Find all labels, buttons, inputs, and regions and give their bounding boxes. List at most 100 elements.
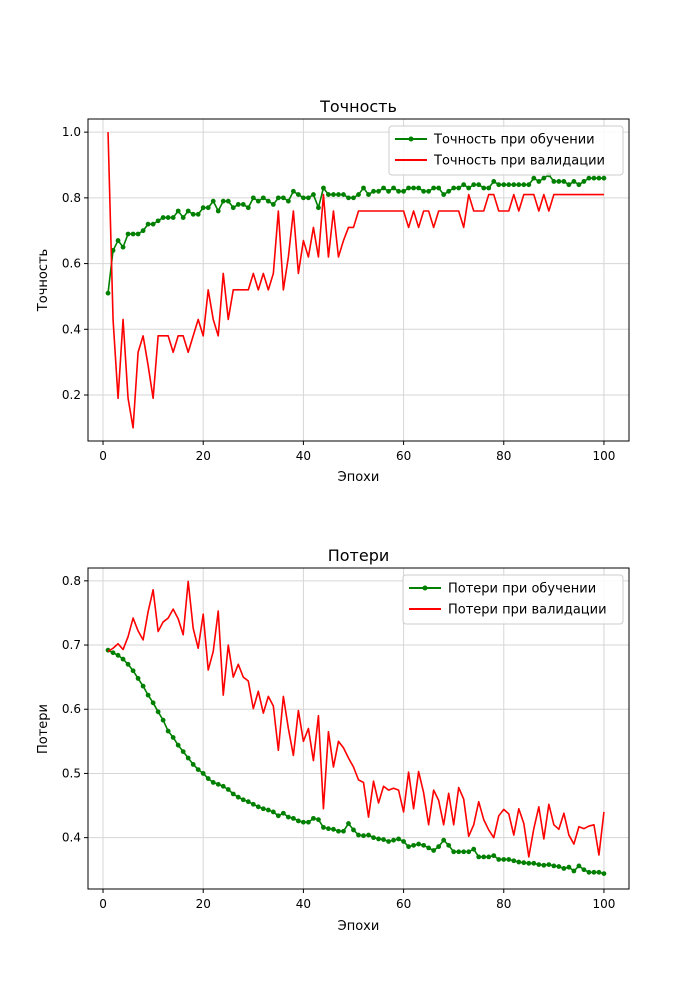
data-point xyxy=(311,192,316,197)
data-point xyxy=(536,862,542,867)
data-point xyxy=(155,709,161,715)
chart-title: Потери xyxy=(328,546,390,565)
data-point xyxy=(200,771,206,776)
data-point xyxy=(586,869,592,875)
x-tick-label: 60 xyxy=(396,449,411,463)
legend-box xyxy=(388,125,624,176)
data-point xyxy=(135,676,141,681)
data-point xyxy=(451,185,457,191)
data-point xyxy=(436,844,442,850)
data-point xyxy=(135,231,141,237)
data-point xyxy=(205,205,211,211)
chart-title: Точность xyxy=(319,97,397,116)
data-point xyxy=(441,837,447,843)
legend-train-label: Точность при обучении xyxy=(433,133,595,148)
data-point xyxy=(491,853,497,859)
x-tick-label: 20 xyxy=(196,897,211,911)
data-point xyxy=(165,728,171,734)
data-point xyxy=(346,821,351,826)
data-point xyxy=(401,839,406,844)
data-point xyxy=(195,767,201,772)
data-point xyxy=(571,868,577,874)
data-point xyxy=(245,799,251,805)
data-point xyxy=(180,749,186,755)
data-point xyxy=(466,185,472,191)
data-point xyxy=(316,205,321,211)
data-point xyxy=(351,827,356,833)
data-point xyxy=(426,845,432,851)
data-point xyxy=(210,780,216,785)
series-line-1 xyxy=(107,580,605,858)
data-point xyxy=(295,818,301,824)
data-point xyxy=(501,182,507,188)
data-point xyxy=(301,195,306,201)
data-point xyxy=(541,175,547,181)
y-tick-label: 0.6 xyxy=(62,702,81,716)
data-point xyxy=(506,857,512,862)
data-point xyxy=(456,185,462,191)
data-point xyxy=(301,819,306,825)
data-point xyxy=(285,198,291,204)
data-point xyxy=(536,179,542,184)
x-axis-label: Эпохи xyxy=(338,919,380,934)
data-point xyxy=(411,842,416,848)
data-point xyxy=(240,797,246,803)
data-point xyxy=(326,826,331,832)
data-point xyxy=(270,202,276,207)
data-point xyxy=(586,175,592,181)
data-point xyxy=(446,842,452,848)
data-point xyxy=(341,192,346,197)
data-point xyxy=(381,837,386,842)
data-point xyxy=(511,182,517,188)
data-point xyxy=(496,182,502,188)
data-point xyxy=(105,290,111,296)
data-point xyxy=(125,231,131,237)
data-point xyxy=(230,791,236,797)
y-tick-label: 0.2 xyxy=(62,388,81,402)
data-point xyxy=(581,179,587,184)
data-point xyxy=(556,179,562,184)
x-tick-label: 100 xyxy=(593,897,616,911)
data-point xyxy=(516,859,522,865)
data-point xyxy=(566,864,572,870)
data-point xyxy=(426,188,432,194)
y-axis-label: Точность xyxy=(36,249,51,312)
data-point xyxy=(361,185,366,191)
x-tick-label: 40 xyxy=(296,449,311,463)
y-tick-label: 0.8 xyxy=(62,574,81,588)
data-point xyxy=(461,182,467,188)
data-point xyxy=(596,869,602,875)
data-point xyxy=(521,182,527,188)
data-point xyxy=(466,849,472,855)
data-point xyxy=(531,860,537,866)
data-point xyxy=(481,854,487,860)
data-point xyxy=(155,218,161,224)
data-point xyxy=(170,735,176,740)
data-point xyxy=(511,858,517,864)
data-point xyxy=(406,185,411,191)
data-point xyxy=(471,846,477,852)
data-point xyxy=(115,652,121,658)
data-point xyxy=(295,192,301,197)
data-point xyxy=(260,806,266,812)
series-line-0 xyxy=(107,649,605,875)
legend-train-marker xyxy=(408,136,414,142)
series-line-0 xyxy=(107,174,604,294)
data-point xyxy=(321,824,326,830)
data-point xyxy=(391,837,396,843)
data-point xyxy=(265,807,271,813)
legend: Точность при обучении Точность при валид… xyxy=(388,125,624,176)
data-point xyxy=(431,185,437,191)
data-point xyxy=(416,185,422,191)
legend-val-label: Потери при валидации xyxy=(448,603,607,618)
data-point xyxy=(255,804,261,810)
data-point xyxy=(461,849,467,855)
data-point xyxy=(386,188,391,194)
data-point xyxy=(451,849,457,855)
data-point xyxy=(396,836,401,842)
data-point xyxy=(175,742,181,748)
y-tick-label: 1.0 xyxy=(62,125,81,139)
data-point xyxy=(481,185,487,191)
data-point xyxy=(120,244,126,250)
data-point xyxy=(336,192,341,197)
